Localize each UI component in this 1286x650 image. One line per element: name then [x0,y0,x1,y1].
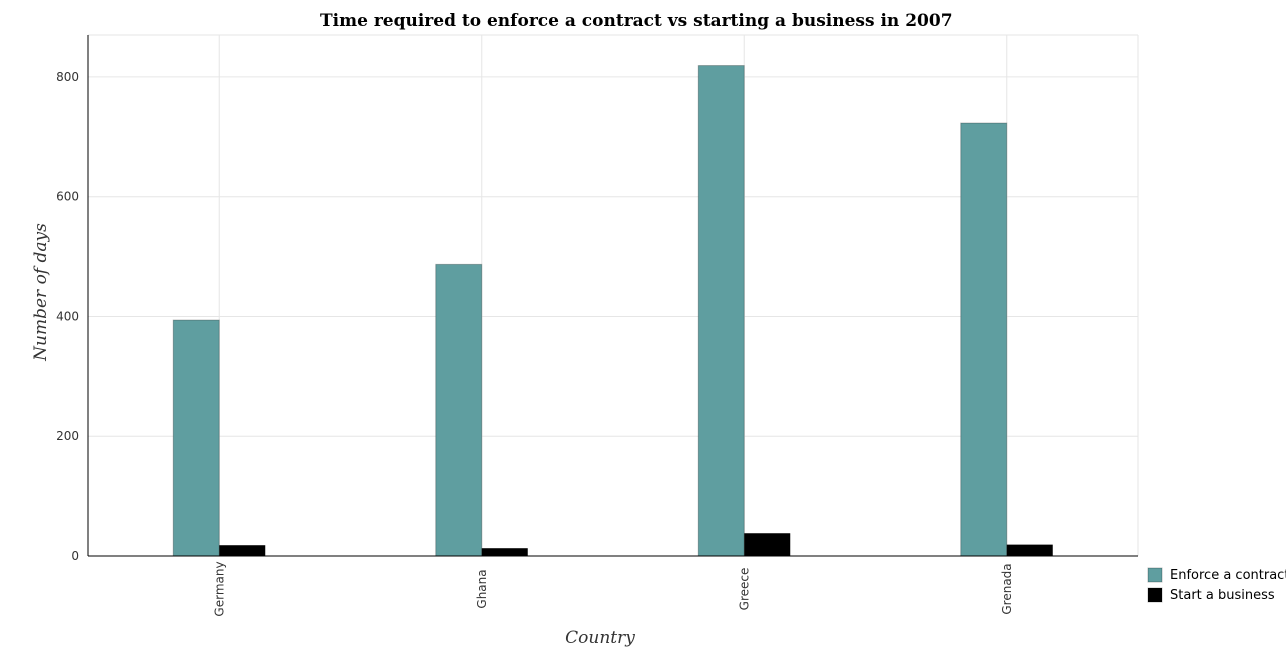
bar-start-business-grenada [1006,544,1053,556]
x-tick-label: Grenada [1000,563,1014,614]
x-axis-title: Country [565,628,635,648]
bars [172,65,1053,557]
x-tick-label: Germany [212,561,226,616]
x-tick-labels: Germany Ghana Greece Grenada [212,561,1014,616]
y-tick-label: 600 [56,190,79,204]
y-axis-title: Number of days [31,223,51,362]
legend-swatch [1147,587,1163,603]
bar-start-business-germany [219,545,266,556]
grid [88,34,1139,557]
y-tick-labels: 0 200 400 600 800 [56,70,79,563]
legend-swatch [1147,567,1163,583]
y-tick-label: 0 [71,549,79,563]
bar-enforce-contract-grenada [960,122,1008,557]
y-tick-label: 400 [56,309,79,323]
y-tick-label: 800 [56,70,79,84]
y-tick-label: 200 [56,429,79,443]
bar-start-business-greece [744,533,791,556]
chart-title: Time required to enforce a contract vs s… [320,11,953,31]
x-tick-label: Ghana [475,569,489,608]
bar-enforce-contract-greece [697,65,745,557]
bar-start-business-ghana [481,548,528,556]
legend-label: Enforce a contract [1170,568,1286,583]
legend-label: Start a business [1170,588,1275,603]
x-tick-label: Greece [737,568,751,611]
bar-enforce-contract-ghana [435,263,483,557]
legend: Enforce a contract Start a business [1147,567,1286,603]
bar-enforce-contract-germany [172,319,220,557]
axes [87,35,1138,557]
